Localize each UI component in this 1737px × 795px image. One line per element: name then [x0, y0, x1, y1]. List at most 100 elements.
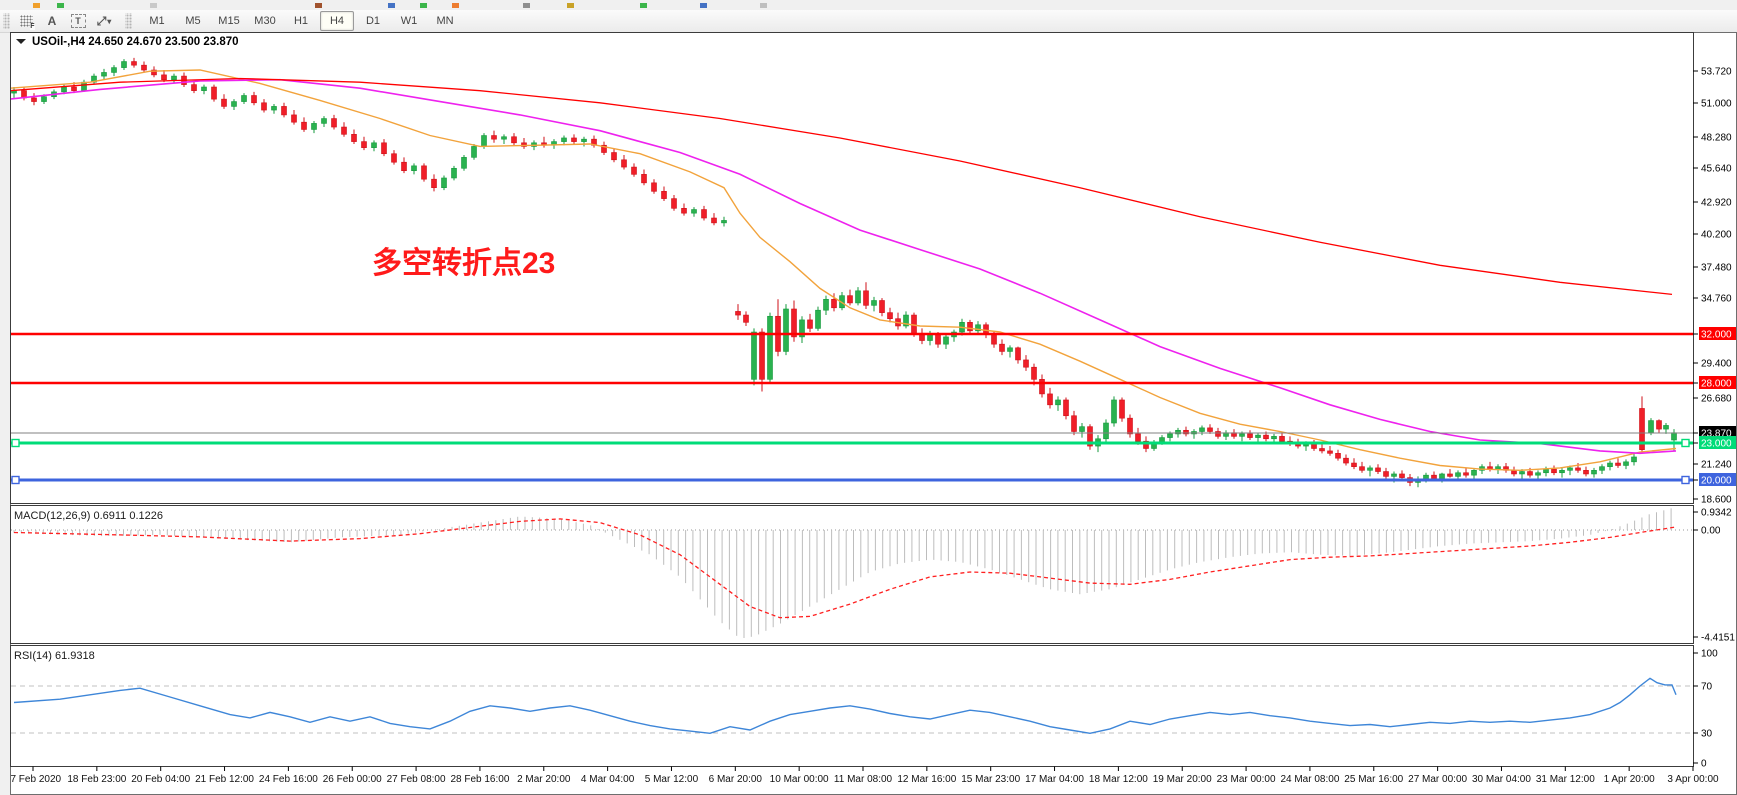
time-scale-label: 30 Mar 04:00 [1472, 774, 1531, 785]
candle-down [1119, 399, 1125, 419]
candle-up [1567, 467, 1573, 471]
candle-down [651, 182, 657, 192]
candle-down [361, 141, 367, 148]
timeframe-button-m1[interactable]: M1 [149, 15, 165, 27]
chart-canvas[interactable]: 53.720 51.000 48.280 45.640 42.920 40.200 37.4… [10, 32, 1737, 795]
toolbar-grip[interactable] [125, 13, 132, 29]
macd-pane [11, 508, 1693, 638]
chart-window-frame [10, 32, 1737, 795]
candle-down [1335, 453, 1341, 459]
price-scale-value: 53.720 [1701, 67, 1732, 78]
candle-down [291, 114, 297, 123]
candle-up [451, 167, 457, 179]
price-badge [1699, 473, 1736, 486]
candle-up [1591, 470, 1597, 475]
time-scale-label: 1 Apr 20:00 [1604, 774, 1656, 785]
candle-up [1111, 399, 1117, 424]
clipped-icon-fragment [523, 3, 530, 8]
candle-up [111, 67, 117, 73]
candle-up [1671, 432, 1677, 441]
time-scale-label: 15 Mar 23:00 [961, 774, 1020, 785]
time-scale[interactable]: 17 Feb 2020 18 Feb 23:00 20 Feb 04:00 21 Fe… [10, 766, 1719, 786]
candle-up [1559, 470, 1565, 474]
crosshair-grid-tool-icon[interactable]: F [14, 11, 38, 31]
price-scale-value: 100 [1701, 649, 1718, 660]
candle-down [887, 312, 893, 319]
candle-up [1007, 347, 1013, 352]
candle-down [711, 217, 717, 224]
clipped-icon-fragment [150, 3, 157, 8]
candle-down [621, 159, 627, 168]
annotation-text[interactable]: 多空转折点23 [372, 247, 555, 280]
time-scale-label: 21 Feb 12:00 [195, 774, 254, 785]
hline-handle[interactable] [1681, 438, 1690, 448]
clipped-icon-fragment [700, 3, 707, 8]
candle-down [1015, 347, 1021, 361]
candle-down [601, 144, 607, 153]
candle-down [999, 343, 1005, 352]
candle-down [1319, 448, 1325, 452]
candle-up [1167, 433, 1173, 438]
candle-up [975, 324, 981, 332]
candle-up [311, 123, 317, 130]
timeframe-button-h4[interactable]: H4 [320, 11, 354, 31]
candle-up [461, 157, 467, 169]
text-label-tool-icon[interactable]: A [40, 11, 64, 31]
price-scale-value: 26.680 [1701, 394, 1732, 405]
candle-up [783, 308, 789, 352]
candle-down [1143, 440, 1149, 449]
line-studies-toolbar: F A T ⤢ ▾ M1 M5 M15 M30 H1 H4 D1 W1 MN [0, 10, 1737, 33]
candle-down [1135, 433, 1141, 442]
time-scale-label: 27 Mar 00:00 [1408, 774, 1467, 785]
text-box-tool-icon[interactable]: T [66, 11, 90, 31]
toolbar-grip[interactable] [3, 13, 10, 29]
price-scale-value: -4.4151 [1701, 633, 1735, 644]
candle-down [671, 198, 677, 209]
candle-down [1207, 427, 1213, 432]
clipped-icon-fragment [420, 3, 427, 8]
timeframe-button-d1[interactable]: D1 [365, 15, 381, 27]
hline-handle[interactable] [1681, 475, 1690, 485]
clipped-icon-fragment [388, 3, 395, 8]
candle-up [561, 137, 567, 142]
arrows-tool-icon[interactable]: ⤢ ▾ [92, 11, 116, 31]
candle-down [1247, 433, 1253, 438]
candle-down [521, 142, 527, 147]
candle-down [847, 295, 853, 304]
price-badge [1699, 436, 1736, 449]
timeframe-button-m15[interactable]: M15 [218, 15, 240, 27]
candle-up [241, 95, 247, 102]
time-scale-label: 19 Mar 20:00 [1153, 774, 1212, 785]
timeframe-button-m30[interactable]: M30 [254, 15, 276, 27]
timeframe-button-m5[interactable]: M5 [185, 15, 201, 27]
price-scale[interactable]: 53.720 51.000 48.280 45.640 42.920 40.200 37.4… [10, 32, 1737, 770]
candle-down [1047, 393, 1053, 406]
candle-up [1439, 473, 1445, 480]
candle-up [1079, 426, 1085, 432]
candle-down [1215, 431, 1221, 437]
hline-handle[interactable] [11, 475, 20, 485]
candle-down [641, 174, 647, 184]
pane-border [10, 32, 1694, 504]
timeframe-button-h1[interactable]: H1 [293, 15, 309, 27]
chevron-down-icon[interactable]: ▾ [107, 16, 112, 26]
candle-up [871, 300, 877, 306]
hline-handle[interactable] [11, 438, 20, 448]
candle-down [151, 69, 157, 76]
candle-up [1175, 429, 1181, 435]
timeframe-button-mn[interactable]: MN [436, 15, 454, 27]
candle-down [221, 98, 227, 107]
price-scale-value: 30 [1701, 729, 1713, 740]
time-scale-label: 31 Mar 12:00 [1536, 774, 1595, 785]
drawing-tools-group: F A T ⤢ ▾ [13, 10, 117, 32]
candle-up [1471, 470, 1477, 476]
pane-border [10, 505, 1694, 644]
price-scale-value: 0.9342 [1701, 508, 1732, 519]
oct-collapse-icon[interactable] [16, 39, 26, 44]
clipped-icon-fragment [567, 3, 574, 8]
timeframe-button-w1[interactable]: W1 [400, 15, 418, 27]
candle-up [441, 177, 447, 188]
candle-down [571, 137, 577, 142]
clipped-icon-fragment [57, 3, 64, 8]
candle-down [211, 86, 217, 100]
